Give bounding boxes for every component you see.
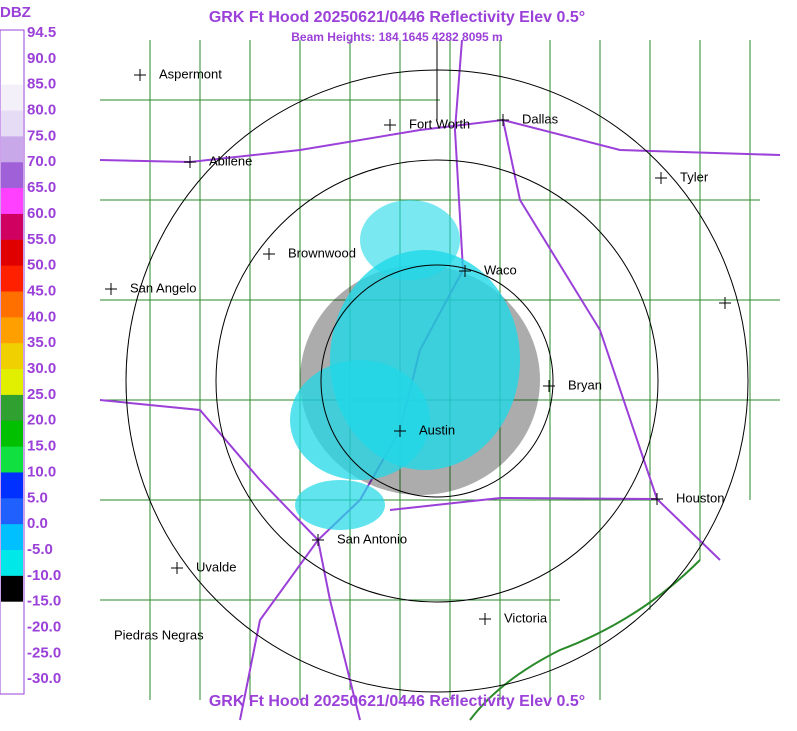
city-marker	[171, 562, 183, 574]
city-marker	[543, 380, 555, 392]
legend-swatch	[1, 239, 23, 267]
title: GRK Ft Hood 20250621/0446 Reflectivity E…	[209, 9, 585, 26]
legend-label: 60.0	[27, 205, 56, 222]
legend-label: 35.0	[27, 334, 56, 351]
legend-swatch	[1, 58, 23, 86]
legend-swatch	[1, 265, 23, 292]
city-label: Victoria	[504, 610, 548, 625]
legend-label: -20.0	[27, 619, 61, 636]
legend-swatch	[1, 188, 23, 215]
legend-swatch	[1, 317, 23, 344]
legend-swatch	[1, 291, 23, 318]
legend-swatch	[1, 394, 23, 422]
legend-label: 25.0	[27, 386, 56, 403]
legend-label: 10.0	[27, 463, 56, 480]
city-label: Aspermont	[159, 66, 222, 81]
legend-swatch	[1, 653, 23, 680]
city-marker	[651, 493, 663, 505]
city-label: Dallas	[522, 111, 559, 126]
legend: 94.5 90.0 85.0 80.0 75.0 70.0 65.0 60.0 55.0 50.0…	[1, 24, 61, 687]
legend-swatch	[1, 446, 23, 473]
legend-title: DBZ	[0, 4, 31, 21]
city-marker	[105, 283, 117, 295]
legend-label: 75.0	[27, 127, 56, 144]
legend-label: 80.0	[27, 102, 56, 119]
city-label: Abilene	[209, 153, 252, 168]
map-base	[99, 39, 781, 721]
legend-swatch	[1, 575, 23, 603]
legend-label: 40.0	[27, 308, 56, 325]
legend-swatch	[1, 162, 23, 189]
legend-label: 85.0	[27, 76, 56, 93]
city-label: San Antonio	[337, 531, 407, 546]
radar-echo	[290, 200, 540, 530]
footer-title: GRK Ft Hood 20250621/0446 Reflectivity E…	[209, 693, 585, 710]
legend-label: 90.0	[27, 50, 56, 67]
legend-swatch	[1, 136, 23, 163]
city-marker	[394, 425, 406, 437]
legend-label: -15.0	[27, 593, 61, 610]
legend-swatch	[1, 84, 23, 112]
legend-label: 70.0	[27, 153, 56, 170]
legend-swatch	[1, 627, 23, 654]
legend-swatch	[1, 524, 23, 551]
city-label: Waco	[484, 262, 517, 277]
city-label: San Angelo	[130, 280, 197, 295]
city-marker	[479, 613, 491, 625]
legend-label: 15.0	[27, 438, 56, 455]
subtitle: Beam Heights: 184 1645 4282 8095 m	[291, 30, 502, 44]
city-marker	[719, 297, 731, 309]
legend-label: 65.0	[27, 179, 56, 196]
city-marker	[655, 172, 667, 184]
legend-swatch	[1, 343, 23, 370]
legend-swatch	[1, 110, 23, 137]
city-marker	[312, 534, 324, 546]
legend-swatch	[1, 213, 23, 241]
city-marker	[459, 265, 471, 277]
legend-label: -10.0	[27, 567, 61, 584]
legend-swatch	[1, 601, 23, 629]
legend-label: 55.0	[27, 231, 56, 248]
coastline	[469, 559, 701, 721]
legend-label: -30.0	[27, 670, 61, 687]
legend-label: 50.0	[27, 257, 56, 274]
city-marker	[134, 69, 146, 81]
city-marker	[497, 114, 509, 126]
city-label: Uvalde	[196, 559, 236, 574]
legend-label: 0.0	[27, 515, 48, 532]
legend-swatch	[1, 420, 23, 448]
legend-label: 5.0	[27, 489, 48, 506]
legend-label: 20.0	[27, 412, 56, 429]
city-label: Tyler	[680, 169, 709, 184]
legend-label: -5.0	[27, 541, 53, 558]
city-marker	[184, 156, 196, 168]
city-marker	[384, 119, 396, 131]
city-label: Austin	[419, 422, 455, 437]
city-label: Brownwood	[288, 245, 356, 260]
legend-swatch	[1, 369, 23, 396]
city-label: Fort Worth	[409, 116, 470, 131]
legend-label: 30.0	[27, 360, 56, 377]
city-label: Piedras Negras	[114, 627, 204, 642]
legend-label: -25.0	[27, 644, 61, 661]
cities: Aspermont Fort Worth Dallas Abilene Tyler Bro…	[105, 66, 724, 642]
legend-label: 94.5	[27, 24, 56, 41]
legend-swatch	[1, 498, 23, 525]
legend-swatch	[1, 550, 23, 577]
legend-swatch	[1, 33, 23, 60]
legend-swatch	[1, 472, 23, 499]
legend-label: 45.0	[27, 282, 56, 299]
city-label: Houston	[676, 490, 724, 505]
city-label: Bryan	[568, 377, 602, 392]
city-marker	[263, 248, 275, 260]
